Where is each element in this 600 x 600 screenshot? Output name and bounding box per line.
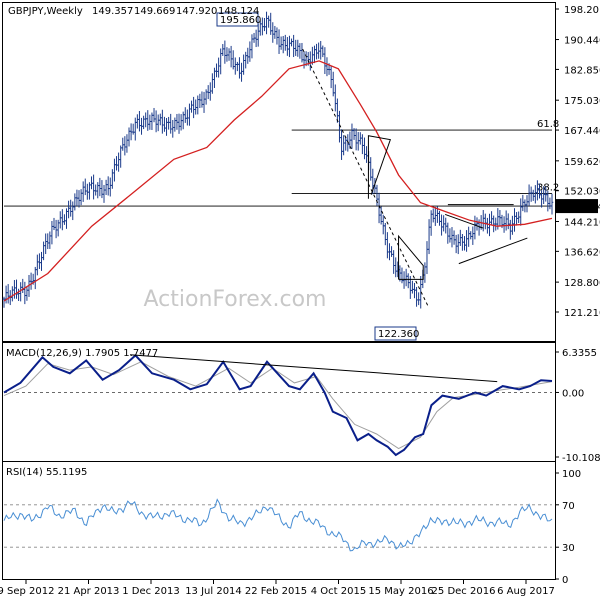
x-tick-label: 25 Dec 2016 xyxy=(432,586,496,597)
high-callout-box xyxy=(216,12,259,27)
price-box-label: 148.124 xyxy=(562,202,600,213)
price-panel-frame xyxy=(2,2,556,342)
rsi-y-tick-label: 0 xyxy=(562,575,568,586)
low-callout: 122.360 xyxy=(378,329,419,340)
rsi-line xyxy=(3,498,553,552)
high-value: 149.669 xyxy=(134,6,175,17)
fib-382-label: 38.2 xyxy=(537,183,559,194)
price-y-tick-label: 152.030 xyxy=(564,187,600,198)
rsi-label: RSI(14) 55.1195 xyxy=(6,467,87,478)
price-y-tick-label: 198.20 xyxy=(564,5,599,16)
macd-y-tick-label: -10.1082 xyxy=(562,453,600,464)
triangle-support xyxy=(458,237,528,265)
macd-panel-frame xyxy=(2,342,556,462)
rsi-y-tick-label: 70 xyxy=(562,501,575,512)
low-callout-box xyxy=(374,326,417,341)
close-value: 148.124 xyxy=(218,6,259,17)
macd-layer xyxy=(3,353,553,457)
axis-layer: 198.20 190.440 182.850 175.030 167.440 159.62… xyxy=(0,5,600,597)
rsi-y-tick-label: 30 xyxy=(562,543,575,554)
price-header: GBPJPY,Weekly 149.357 149.669 147.920 14… xyxy=(8,6,259,17)
flag-pattern-lower xyxy=(398,234,424,280)
high-callout: 195.860 xyxy=(220,15,261,26)
price-y-tick-label: 167.440 xyxy=(564,126,600,137)
flag-pattern-upper xyxy=(367,135,392,199)
x-tick-label: 6 Aug 2017 xyxy=(497,586,555,597)
price-layer: 61.8 38.2 195.860 122.360 xyxy=(2,11,559,341)
macd-y-tick-label: 0.00 xyxy=(562,388,584,399)
x-tick-label: 9 Sep 2012 xyxy=(0,586,55,597)
rsi-y-tick-label: 100 xyxy=(562,469,581,480)
macd-trendline xyxy=(130,354,498,383)
fib-618-label: 61.8 xyxy=(537,119,559,130)
macd-y-tick-label: 6.3355 xyxy=(562,348,597,359)
triangle-upper-line xyxy=(444,213,484,229)
x-tick-label: 22 Feb 2015 xyxy=(245,586,307,597)
x-tick-label: 1 Dec 2013 xyxy=(122,586,180,597)
price-y-tick-label: 190.440 xyxy=(564,36,600,47)
rsi-panel-frame xyxy=(2,461,556,580)
symbol-label: GBPJPY,Weekly xyxy=(8,6,83,17)
price-y-tick-label: 136.620 xyxy=(564,247,600,258)
price-y-tick-label: 128.800 xyxy=(564,278,600,289)
price-y-tick-label: 144.210 xyxy=(564,217,600,228)
macd-label: MACD(12,26,9) 1.7905 1.7477 xyxy=(6,348,158,359)
low-value: 147.920 xyxy=(176,6,217,17)
price-y-tick-label: 182.850 xyxy=(564,65,600,76)
rsi-layer xyxy=(3,498,553,552)
x-tick-label: 13 Jul 2014 xyxy=(185,586,242,597)
open-value: 149.357 xyxy=(92,6,133,17)
macd-line xyxy=(3,353,553,457)
moving-average-line xyxy=(3,60,553,302)
price-y-tick-label: 121.210 xyxy=(564,308,600,319)
price-box xyxy=(556,199,598,214)
x-tick-label: 4 Oct 2015 xyxy=(311,586,366,597)
x-tick-label: 15 May 2016 xyxy=(368,586,433,597)
price-y-tick-label: 159.620 xyxy=(564,157,600,168)
watermark: ActionForex.com xyxy=(144,287,327,312)
x-tick-label: 21 Apr 2013 xyxy=(58,586,120,597)
price-y-tick-label: 175.030 xyxy=(564,96,600,107)
